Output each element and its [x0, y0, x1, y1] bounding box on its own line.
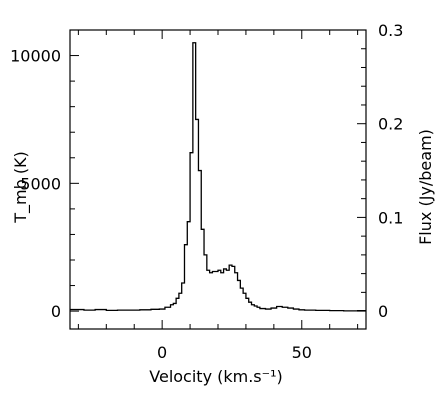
plot-area: [69, 29, 367, 330]
y-right-tick-label: 0.3: [378, 21, 403, 40]
axis-ticks: 0 50 0 5000 10000 0 0.1 0.2 0.3: [10, 21, 403, 362]
y-left-tick-label: 10000: [10, 47, 61, 66]
series-line-0: [70, 42, 366, 312]
x-axis-label: Velocity (km.s⁻¹): [149, 367, 282, 386]
y-left-tick-label: 5000: [20, 174, 61, 193]
y-left-tick-label: 0: [51, 302, 61, 321]
y-axis-left-label-main: T_mb (K): [11, 151, 31, 224]
y-axis-right-label: Flux (Jy/beam): [416, 129, 435, 245]
y-right-tick-label: 0: [378, 302, 388, 321]
x-tick-label: 0: [157, 343, 167, 362]
plot-frame: [69, 29, 367, 330]
y-right-tick-label: 0.2: [378, 115, 403, 134]
y-right-tick-label: 0.1: [378, 208, 403, 227]
y-axis-left-label: T_mb (K): [11, 151, 31, 224]
x-tick-label: 50: [292, 343, 312, 362]
